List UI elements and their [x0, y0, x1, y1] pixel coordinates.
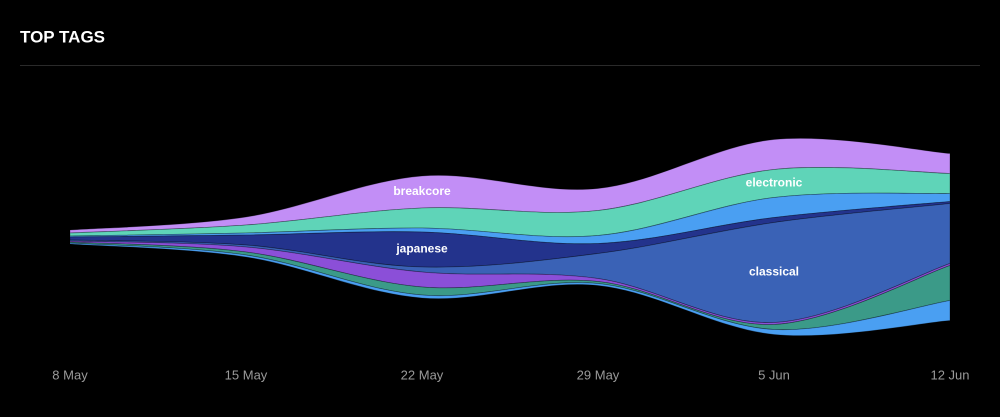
x-tick-label: 22 May	[401, 367, 444, 382]
stream-label: japanese	[395, 242, 448, 256]
stream-label: electronic	[746, 176, 803, 190]
x-tick-label: 29 May	[577, 367, 620, 382]
stream-layers	[69, 137, 951, 337]
x-tick-label: 8 May	[52, 367, 88, 382]
stream-label: classical	[749, 265, 799, 279]
stream-layer	[69, 242, 951, 337]
stream-labels: breakcore electronic japanese classical	[393, 176, 802, 279]
stream-label: breakcore	[393, 184, 451, 198]
x-tick-label: 12 Jun	[930, 367, 969, 382]
chart-title: TOP TAGS	[20, 27, 105, 46]
x-tick-label: 15 May	[225, 367, 268, 382]
x-tick-label: 5 Jun	[758, 367, 790, 382]
